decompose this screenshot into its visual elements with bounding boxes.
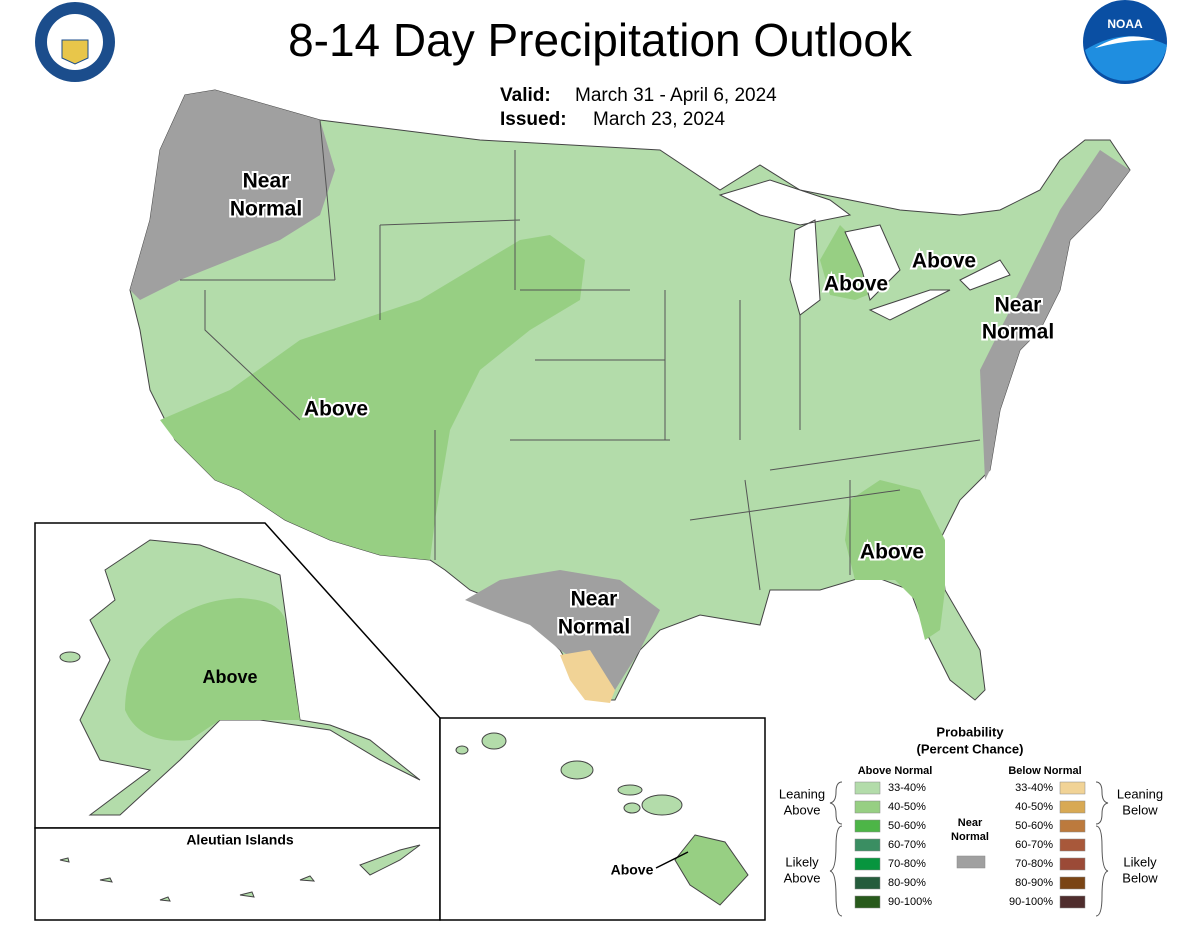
region-label: Normal xyxy=(230,198,302,221)
commerce-seal xyxy=(35,2,115,82)
region-label: Near xyxy=(571,588,618,611)
legend-item-label: 33-40% xyxy=(1015,782,1053,794)
region-label: Above xyxy=(860,541,924,564)
legend-swatch xyxy=(854,895,881,909)
legend-item-label: 70-80% xyxy=(888,858,926,870)
aleutian-inset xyxy=(34,827,441,921)
legend-item-label: 80-90% xyxy=(888,877,926,889)
legend-swatch xyxy=(854,800,881,814)
legend-item-label: 90-100% xyxy=(888,896,932,908)
legend-item-label: 50-60% xyxy=(1015,820,1053,832)
legend-item-label: 50-60% xyxy=(888,820,926,832)
legend-swatch xyxy=(854,876,881,890)
legend-item-label: 80-90% xyxy=(1015,877,1053,889)
legend-swatch xyxy=(1059,838,1086,852)
valid-label: Valid: xyxy=(500,85,551,106)
region-label: Above xyxy=(304,398,368,421)
legend-swatch xyxy=(1059,781,1086,795)
logo-text: NOAA xyxy=(1107,17,1143,31)
legend-item-label: 40-50% xyxy=(888,801,926,813)
legend-title: Probability xyxy=(936,724,1004,739)
noaa-logo: NOAA xyxy=(1083,0,1167,84)
legend-swatch xyxy=(1059,876,1086,890)
legend-swatch xyxy=(956,855,986,869)
hawaii-label: Above xyxy=(611,862,654,878)
legend-heading: Above Normal xyxy=(858,765,933,777)
legend-item-label: 33-40% xyxy=(888,782,926,794)
legend-item-label: 70-80% xyxy=(1015,858,1053,870)
legend-brace xyxy=(829,781,1109,917)
legend-swatch xyxy=(1059,857,1086,871)
region-label: Normal xyxy=(982,321,1054,344)
group-label: Leaning xyxy=(1117,786,1163,801)
region-label: Above xyxy=(912,250,976,273)
group-label: Above xyxy=(784,870,821,885)
alaska-inset xyxy=(34,522,441,829)
aleutians-title: Aleutian Islands xyxy=(186,832,294,848)
near-label: Near xyxy=(958,817,983,829)
issued-label: Issued: xyxy=(500,109,567,130)
region-label: Near xyxy=(243,170,290,193)
group-label: Likely xyxy=(1123,854,1157,869)
near-label: Normal xyxy=(951,831,989,843)
legend-swatch xyxy=(854,819,881,833)
legend-item-label: 40-50% xyxy=(1015,801,1053,813)
legend-swatch xyxy=(1059,800,1086,814)
legend-item-label: 90-100% xyxy=(1009,896,1053,908)
issued-date: March 23, 2024 xyxy=(593,109,725,130)
group-label: Below xyxy=(1122,802,1158,817)
region-label: Near xyxy=(995,294,1042,317)
legend-swatch xyxy=(854,838,881,852)
legend-swatch xyxy=(854,857,881,871)
alaska-label: Above xyxy=(202,667,257,687)
legend-swatch xyxy=(854,781,881,795)
group-label: Above xyxy=(784,802,821,817)
conus xyxy=(129,89,1131,703)
legend-heading: Below Normal xyxy=(1008,765,1081,777)
legend-item-label: 60-70% xyxy=(1015,839,1053,851)
legend-item-label: 60-70% xyxy=(888,839,926,851)
region-label: Above xyxy=(824,273,888,296)
group-label: Leaning xyxy=(779,786,825,801)
legend-swatch xyxy=(1059,819,1086,833)
hawaii-inset xyxy=(439,717,766,921)
legend-title: (Percent Chance) xyxy=(917,741,1024,756)
title: 8-14 Day Precipitation Outlook xyxy=(288,14,913,66)
legend: Probability (Percent Chance) Above Norma… xyxy=(779,724,1163,917)
legend-swatch xyxy=(1059,895,1086,909)
group-label: Below xyxy=(1122,870,1158,885)
valid-date: March 31 - April 6, 2024 xyxy=(575,85,777,106)
group-label: Likely xyxy=(785,854,819,869)
region-label: Normal xyxy=(558,616,630,639)
